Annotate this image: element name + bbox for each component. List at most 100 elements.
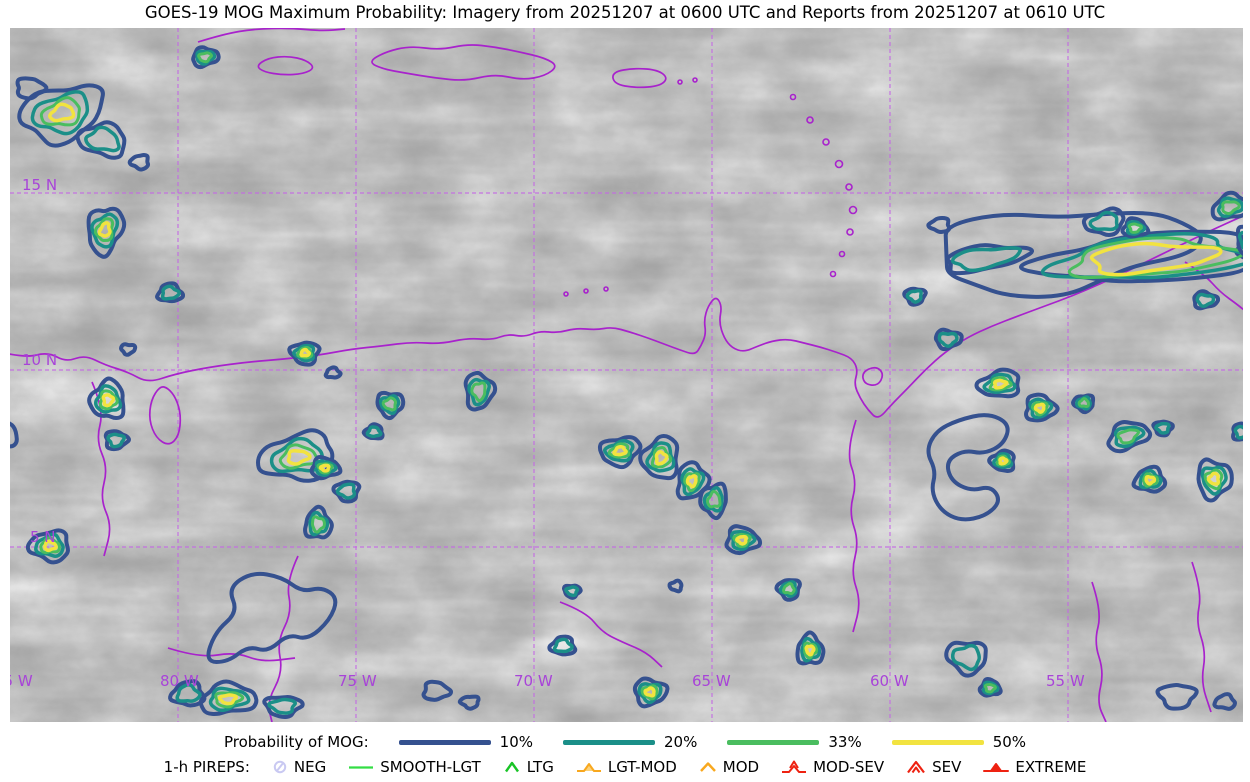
coastline-path: [862, 366, 884, 386]
probability-contour: [804, 644, 816, 657]
probability-contour: [25, 528, 70, 565]
probability-contour: [645, 441, 676, 473]
probability-contour: [318, 463, 331, 473]
probability-contour: [685, 474, 698, 489]
probability-contour: [974, 367, 1021, 399]
probability-contour: [1235, 224, 1243, 257]
probability-contour: [683, 472, 701, 493]
probability-contour: [262, 695, 305, 719]
island-outline: [789, 93, 797, 101]
pirep-item-neg: NEG: [272, 758, 326, 776]
probability-contour: [214, 691, 245, 709]
probability-contour: [75, 120, 127, 160]
probability-contour: [323, 365, 343, 380]
probability-contour: [926, 215, 952, 234]
probability-contour: [1142, 472, 1159, 488]
probability-contour: [457, 694, 481, 711]
coastline-path: [371, 44, 556, 81]
probability-20-label: 20%: [664, 733, 698, 751]
grid-label: 75 W: [338, 672, 377, 690]
probability-contour: [654, 450, 669, 466]
probability-contour: [983, 683, 997, 694]
pirep-ltg-label: LTG: [526, 758, 554, 776]
probability-legend-item-20: 20%: [563, 733, 697, 751]
probability-contour: [729, 530, 757, 551]
map-canvas: 15 N 10 N 5 N 85 W 80 W 75 W 70 W 65 W 60 W 55 W: [10, 28, 1243, 722]
island-outline: [806, 116, 814, 124]
pireps-legend: 1-h PIREPS: NEG SMOOTH-LGT LTG LGT-MOD: [0, 756, 1250, 778]
probability-legend-title: Probability of MOG:: [223, 733, 369, 751]
probability-contour: [39, 536, 61, 555]
probability-contour: [287, 340, 322, 367]
sev-icon: [907, 760, 925, 774]
probability-contour: [937, 331, 959, 348]
probability-contour: [995, 454, 1011, 467]
probability-contour: [87, 376, 126, 421]
smooth-lgt-icon: [349, 766, 374, 769]
probability-contour: [127, 153, 151, 172]
probability-contour: [988, 376, 1013, 392]
pirep-item-lgt-mod: LGT-MOD: [576, 758, 677, 776]
probability-contour: [86, 206, 127, 259]
probability-contour: [982, 372, 1017, 394]
grid-label: 55 W: [1046, 672, 1085, 690]
island-outline: [583, 288, 589, 294]
probability-contour: [1195, 292, 1216, 308]
pireps-legend-title: 1-h PIREPS:: [163, 758, 250, 776]
probability-contour: [643, 686, 656, 698]
probability-contour: [1040, 231, 1243, 280]
probability-contour: [992, 452, 1014, 469]
probability-contour: [950, 643, 982, 672]
probability-contour: [292, 343, 316, 363]
probability-contour: [1233, 424, 1243, 440]
probability-contour: [168, 679, 207, 708]
probability-contour: [191, 45, 221, 70]
probability-contour-layer: [10, 45, 1243, 719]
probability-contour: [698, 481, 728, 521]
probability-contour: [30, 90, 90, 136]
probability-contour: [286, 448, 312, 466]
probability-contour: [1106, 420, 1153, 454]
probability-contour: [98, 389, 119, 411]
probability-contour: [945, 243, 1034, 276]
grid-label: 15 N: [22, 176, 57, 194]
pirep-neg-label: NEG: [293, 758, 327, 776]
probability-contour: [1206, 471, 1221, 486]
ltg-icon: [504, 761, 519, 773]
pirep-item-extreme: EXTREME: [983, 758, 1086, 776]
probability-33-label: 33%: [828, 733, 862, 751]
coastline-path: [1191, 561, 1212, 713]
probability-contour: [650, 446, 673, 469]
map-area: 15 N 10 N 5 N 85 W 80 W 75 W 70 W 65 W 60 W 55 W: [10, 28, 1243, 722]
probability-contour: [1127, 222, 1143, 234]
mod-icon: [699, 762, 716, 772]
probability-contour: [93, 217, 115, 242]
probability-contour: [310, 515, 326, 534]
probability-contour: [43, 539, 58, 553]
probability-contour: [106, 432, 126, 449]
probability-contour: [612, 445, 628, 457]
island-outline: [822, 138, 830, 146]
probability-contour: [1018, 229, 1243, 284]
probability-contour: [208, 686, 251, 713]
probability-contour: [564, 585, 580, 598]
probability-contour: [1154, 421, 1171, 435]
grid-label: 5 N: [30, 528, 56, 546]
probability-contour: [1216, 196, 1243, 218]
probability-contour: [1138, 468, 1163, 490]
contour-meander: [206, 571, 338, 664]
probability-contour: [467, 377, 491, 407]
probability-contour: [1116, 428, 1141, 445]
probability-contour: [667, 578, 684, 594]
probability-contour: [724, 524, 763, 556]
probability-contour: [421, 679, 454, 702]
coastline-path: [1184, 261, 1243, 311]
probability-contour: [278, 443, 319, 470]
probability-contour: [1131, 464, 1168, 494]
probability-contour: [48, 102, 76, 123]
probability-contour: [638, 434, 680, 481]
grid-label: 65 W: [692, 672, 731, 690]
probability-legend-item-50: 50%: [891, 733, 1026, 751]
probability-contour: [1237, 230, 1243, 250]
probability-10-line-swatch: [398, 739, 491, 745]
